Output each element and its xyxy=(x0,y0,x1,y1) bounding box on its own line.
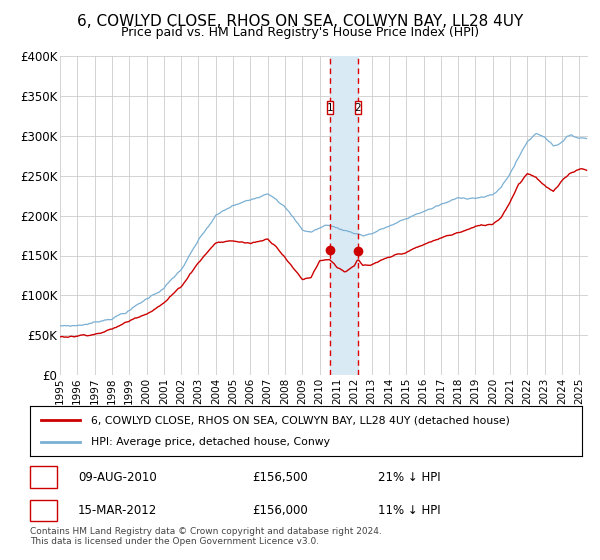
Bar xyxy=(327,101,333,114)
Text: 21% ↓ HPI: 21% ↓ HPI xyxy=(378,470,440,484)
Text: 6, COWLYD CLOSE, RHOS ON SEA, COLWYN BAY, LL28 4UY: 6, COWLYD CLOSE, RHOS ON SEA, COLWYN BAY… xyxy=(77,14,523,29)
Text: This data is licensed under the Open Government Licence v3.0.: This data is licensed under the Open Gov… xyxy=(30,537,319,546)
Text: Price paid vs. HM Land Registry's House Price Index (HPI): Price paid vs. HM Land Registry's House … xyxy=(121,26,479,39)
Text: 1: 1 xyxy=(40,472,47,482)
Text: 6, COWLYD CLOSE, RHOS ON SEA, COLWYN BAY, LL28 4UY (detached house): 6, COWLYD CLOSE, RHOS ON SEA, COLWYN BAY… xyxy=(91,415,509,425)
Text: 15-MAR-2012: 15-MAR-2012 xyxy=(78,504,157,517)
Text: £156,500: £156,500 xyxy=(252,470,308,484)
Text: 1: 1 xyxy=(327,103,334,113)
Text: 2: 2 xyxy=(40,506,47,516)
Text: 2: 2 xyxy=(355,103,361,113)
Text: 11% ↓ HPI: 11% ↓ HPI xyxy=(378,504,440,517)
Text: £156,000: £156,000 xyxy=(252,504,308,517)
Bar xyxy=(355,101,361,114)
Text: Contains HM Land Registry data © Crown copyright and database right 2024.: Contains HM Land Registry data © Crown c… xyxy=(30,527,382,536)
Text: HPI: Average price, detached house, Conwy: HPI: Average price, detached house, Conw… xyxy=(91,437,330,447)
Bar xyxy=(330,56,358,375)
Text: 09-AUG-2010: 09-AUG-2010 xyxy=(78,470,157,484)
